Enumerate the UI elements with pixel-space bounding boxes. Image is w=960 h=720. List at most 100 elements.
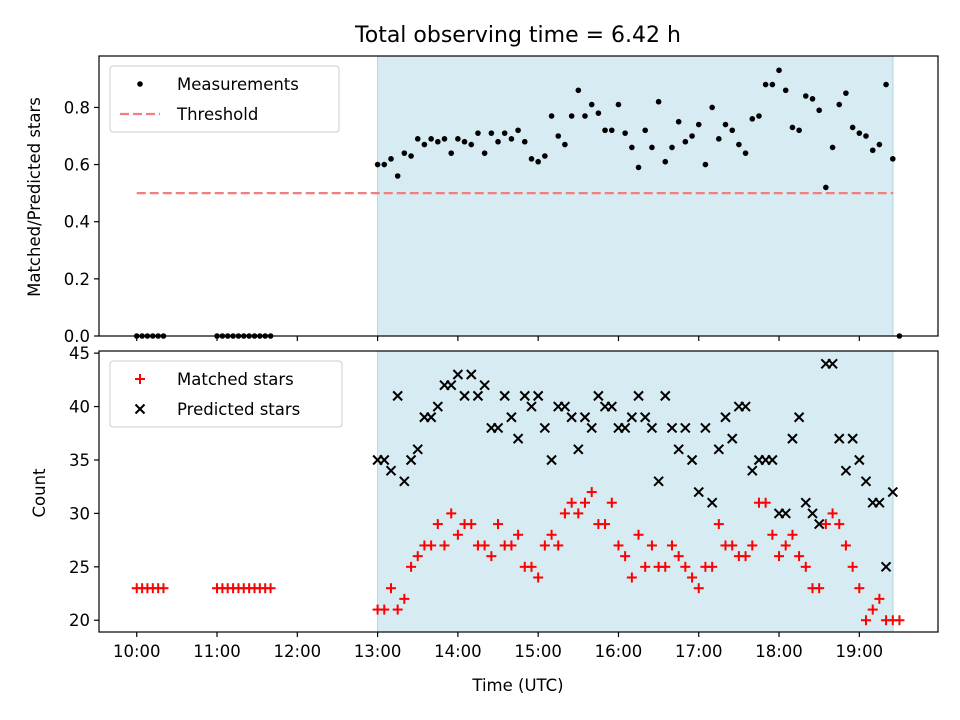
- chart-title: Total observing time = 6.42 h: [354, 23, 681, 48]
- measurement-point: [414, 136, 421, 142]
- x-b: [573, 444, 584, 455]
- legend-label: Threshold: [176, 105, 258, 124]
- measurement-point: [548, 113, 555, 119]
- measurement-point: [441, 136, 448, 142]
- x-b: [512, 433, 524, 444]
- measurement-point: [762, 81, 769, 88]
- predicted-star-point: [519, 390, 530, 402]
- x-b: [720, 412, 731, 423]
- matched-star-point: [840, 540, 851, 551]
- predicted-star-point: [706, 497, 718, 508]
- x-b: [379, 454, 390, 466]
- x-b: [412, 444, 423, 455]
- predicted-star-point: [639, 412, 651, 423]
- measurement-point: [829, 144, 836, 151]
- ratio-y-tick-label: 0.6: [64, 156, 90, 175]
- measurement-point: [575, 87, 582, 94]
- x-b: [399, 476, 410, 487]
- matched-star-point: [680, 561, 691, 572]
- predicted-star-point: [673, 444, 684, 455]
- measurement-point: [501, 130, 508, 136]
- x-b: [546, 454, 557, 466]
- measurement-point: [669, 144, 675, 151]
- matched-star-point: [613, 540, 624, 551]
- x-b: [780, 508, 791, 519]
- measurement-point: [588, 101, 595, 108]
- predicted-star-point: [425, 412, 437, 423]
- x-b: [519, 390, 530, 402]
- measurement-point: [702, 161, 709, 168]
- measurement-point: [481, 150, 488, 156]
- x-b: [405, 454, 417, 466]
- x-b: [633, 390, 644, 402]
- x-b: [432, 401, 444, 412]
- measurement-point: [729, 127, 736, 134]
- matched-star-point: [559, 508, 570, 519]
- matched-star-point: [392, 604, 403, 615]
- x-b: [787, 433, 798, 444]
- x-b: [479, 379, 490, 391]
- x-b: [807, 508, 818, 519]
- x-tick-label: 13:00: [354, 642, 402, 661]
- matched-star-point: [894, 615, 905, 626]
- matched-star-point: [667, 540, 678, 551]
- x-b: [767, 454, 778, 466]
- x-b: [680, 422, 691, 434]
- predicted-star-point: [666, 422, 678, 434]
- predicted-star-point: [573, 444, 584, 455]
- measurement-point: [856, 130, 863, 136]
- measurement-point: [568, 113, 575, 119]
- x-b: [492, 422, 504, 434]
- predicted-star-point: [874, 497, 885, 508]
- predicted-star-point: [847, 433, 858, 444]
- x-axis-label: Time (UTC): [471, 676, 563, 695]
- matched-star-point: [747, 540, 758, 551]
- predicted-star-point: [793, 412, 805, 423]
- x-b: [840, 465, 852, 476]
- matched-star-point: [439, 540, 450, 551]
- measurement-point: [642, 127, 648, 134]
- matched-star-point: [867, 604, 878, 615]
- predicted-star-point: [399, 476, 410, 487]
- matched-star-point: [600, 519, 611, 530]
- matched-star-point: [533, 572, 544, 583]
- x-b: [459, 390, 470, 402]
- measurement-point: [709, 104, 715, 111]
- predicted-star-point: [740, 401, 751, 412]
- measurement-point: [428, 136, 434, 142]
- ratio-y-tick-label: 0.8: [64, 98, 90, 117]
- x-b: [860, 476, 872, 487]
- x-b: [693, 486, 704, 498]
- x-b: [653, 476, 664, 487]
- measurement-point: [889, 156, 896, 162]
- x-b: [446, 379, 457, 391]
- count-series-matched-stars: [131, 487, 905, 626]
- measurement-point: [635, 164, 642, 171]
- predicted-star-point: [686, 454, 698, 466]
- predicted-star-point: [385, 465, 397, 476]
- predicted-star-point: [633, 390, 644, 402]
- measurement-point: [836, 101, 843, 108]
- count-y-tick-label: 35: [69, 451, 90, 470]
- predicted-star-point: [559, 401, 571, 412]
- predicted-star-point: [646, 422, 658, 434]
- matched-star-point: [673, 551, 684, 562]
- measurement-point: [528, 156, 535, 162]
- x-b: [626, 412, 638, 423]
- matched-star-point: [787, 529, 798, 540]
- x-b: [706, 497, 718, 508]
- x-b: [586, 422, 597, 434]
- x-b: [526, 401, 537, 412]
- x-tick-label: 11:00: [193, 642, 241, 661]
- count-series-predicted-stars: [372, 358, 899, 573]
- measurement-point: [508, 136, 515, 142]
- x-b: [713, 444, 725, 455]
- matched-star-point: [386, 583, 397, 594]
- matched-star-point: [606, 497, 617, 508]
- measurement-point: [381, 161, 388, 168]
- measurement-point: [843, 90, 849, 96]
- predicted-star-point: [579, 412, 591, 423]
- x-b: [639, 412, 651, 423]
- predicted-star-point: [747, 465, 758, 476]
- matched-star-point: [626, 572, 637, 583]
